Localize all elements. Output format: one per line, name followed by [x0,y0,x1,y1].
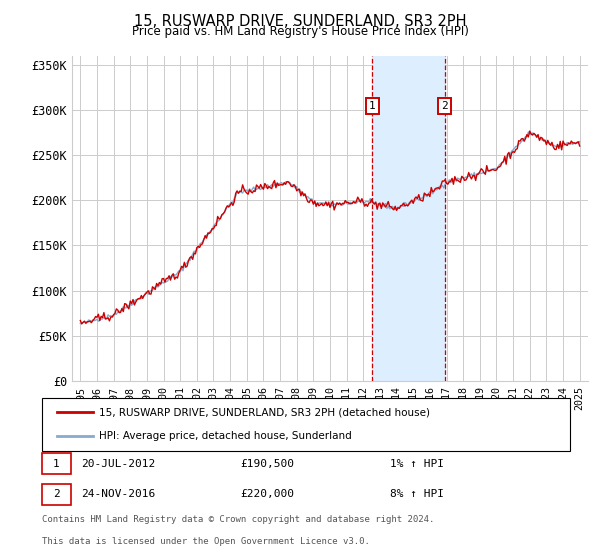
Text: Contains HM Land Registry data © Crown copyright and database right 2024.: Contains HM Land Registry data © Crown c… [42,515,434,524]
Text: 15, RUSWARP DRIVE, SUNDERLAND, SR3 2PH (detached house): 15, RUSWARP DRIVE, SUNDERLAND, SR3 2PH (… [99,408,430,418]
Text: 24-NOV-2016: 24-NOV-2016 [81,489,155,500]
Text: £220,000: £220,000 [240,489,294,500]
Text: 2: 2 [53,489,60,500]
Text: £190,500: £190,500 [240,459,294,469]
Text: 1: 1 [369,101,376,111]
Text: 20-JUL-2012: 20-JUL-2012 [81,459,155,469]
Text: 1: 1 [53,459,60,469]
Text: 2: 2 [442,101,448,111]
Bar [373,56,445,381]
Text: Price paid vs. HM Land Registry's House Price Index (HPI): Price paid vs. HM Land Registry's House … [131,25,469,38]
Text: HPI: Average price, detached house, Sunderland: HPI: Average price, detached house, Sund… [99,431,352,441]
Text: 8% ↑ HPI: 8% ↑ HPI [390,489,444,500]
Text: This data is licensed under the Open Government Licence v3.0.: This data is licensed under the Open Gov… [42,537,370,546]
Text: 1% ↑ HPI: 1% ↑ HPI [390,459,444,469]
Text: 15, RUSWARP DRIVE, SUNDERLAND, SR3 2PH: 15, RUSWARP DRIVE, SUNDERLAND, SR3 2PH [134,14,466,29]
